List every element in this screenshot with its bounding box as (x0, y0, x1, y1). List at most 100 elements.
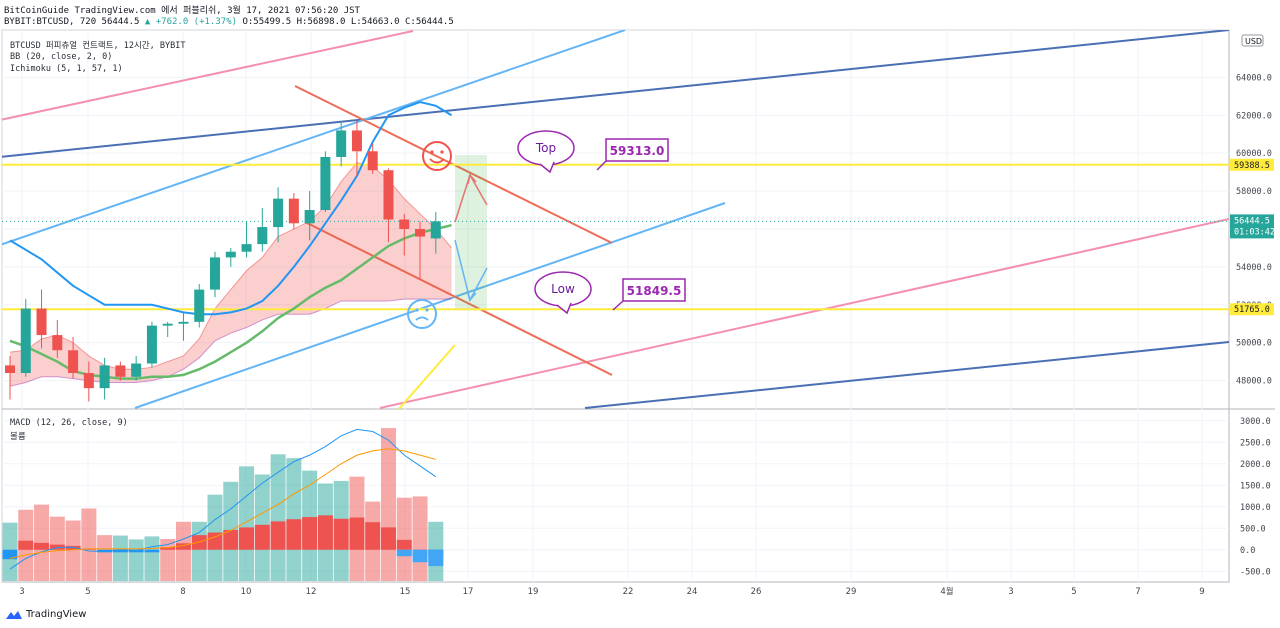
macd-tick-label: 1500.0 (1240, 481, 1271, 491)
candle-up (241, 244, 252, 252)
price-tag (1230, 158, 1274, 171)
date-tick-label: 17 (463, 587, 474, 597)
candle-down (5, 365, 15, 373)
price-tag (1230, 214, 1274, 239)
date-tick-label: 5 (85, 587, 90, 597)
indicator-title[interactable]: BTCUSD 퍼피츄얼 컨트랙트, 12시간, BYBIT (10, 41, 186, 51)
tradingview-brand[interactable]: TradingView (6, 609, 86, 620)
date-tick-label: 15 (400, 587, 411, 597)
brand-label: TradingView (26, 609, 87, 620)
ichimoku-cloud (10, 162, 452, 387)
macd-histogram-bar (223, 529, 239, 550)
red-trendline-lower (304, 221, 613, 376)
date-tick-label: 10 (241, 587, 252, 597)
signal-line (9, 448, 436, 559)
candle-down (83, 372, 94, 389)
pink-trendline-lower (379, 218, 1229, 409)
macd-histogram-bar-negative (428, 549, 444, 567)
symbol-label[interactable]: BYBIT:BTCUSD, 720 (4, 17, 97, 27)
plot-frame (1, 29, 1230, 583)
candle-up (273, 198, 284, 228)
macd-histogram-bar (112, 549, 128, 553)
indicator-macd[interactable]: MACD (12, 26, close, 9) (10, 418, 128, 428)
candle-up (320, 156, 331, 211)
macd-histogram-bar (302, 517, 318, 550)
date-tick-label: 26 (751, 587, 762, 597)
price-change: ▲ +762.0 (+1.37%) (144, 17, 238, 27)
indicator-bb[interactable]: BB (20, close, 2, 0) (10, 52, 113, 62)
tradingview-logo-icon (6, 610, 22, 619)
candle-down (288, 198, 299, 224)
macd-histogram-bar (317, 515, 333, 550)
macd-histogram-bar (207, 532, 223, 550)
macd-tick-label: 1000.0 (1240, 503, 1271, 513)
ichimoku-line (9, 223, 452, 380)
volume-bar (380, 428, 396, 581)
sad-face-icon (407, 299, 437, 329)
volume-bar (270, 454, 286, 581)
price-tick-label: 64000.0 (1236, 73, 1272, 83)
macd-histogram-bar (144, 549, 160, 553)
main-pane: Top Low 59313.0 51849.5 (2, 30, 1229, 409)
lightblue-trendline-lower (134, 202, 726, 409)
candle-down (399, 219, 410, 229)
macd-histogram-bar (239, 527, 255, 550)
price-tag (1230, 303, 1274, 316)
symbol-ohlc-line: BYBIT:BTCUSD, 720 56444.5 ▲ +762.0 (+1.3… (4, 17, 454, 27)
cloud-edge-bottom (9, 298, 452, 387)
candle-down (115, 365, 126, 377)
date-tick-label: 22 (623, 587, 634, 597)
top-target-callout-pointer (596, 160, 607, 171)
macd-histogram-bar (380, 527, 396, 550)
top-bubble: Top (517, 130, 575, 174)
sad-face-eye (425, 308, 429, 312)
candle-up (225, 251, 236, 258)
volume-bar (412, 496, 428, 581)
ohlc-values: O:55499.5 H:56898.0 L:54663.0 C:56444.5 (242, 17, 454, 27)
volume-bar (191, 521, 207, 581)
macd-tick-label: 500.0 (1240, 524, 1266, 534)
top-bubble-label: Top (535, 141, 556, 155)
candle-down (36, 308, 47, 336)
candle-up (146, 325, 157, 364)
publish-info: BitCoinGuide TradingView.com 에서 퍼블리쉬, 3월… (4, 6, 360, 16)
date-tick-label: 3 (1008, 587, 1013, 597)
date-tick-label: 29 (846, 587, 857, 597)
top-target-callout-box (605, 138, 669, 162)
volume-bar (239, 466, 255, 581)
volume-bar (65, 520, 81, 581)
candle-up (178, 321, 189, 324)
date-tick-label: 19 (528, 587, 539, 597)
currency-badge (1241, 34, 1264, 47)
price-tag-value: 56444.5 (1234, 216, 1270, 226)
macd-histogram-bar (396, 539, 412, 550)
macd-histogram-bar (365, 522, 381, 550)
happy-face-mouth (429, 158, 445, 164)
arrow-head-down (466, 290, 477, 302)
candle-up (304, 210, 315, 224)
price-tag-value: 59388.5 (1234, 161, 1270, 171)
date-tick-label: 24 (687, 587, 698, 597)
candle-up (194, 289, 205, 322)
bb-basis-line (9, 100, 453, 316)
date-tick-label: 8 (180, 587, 185, 597)
volume-bar (112, 535, 128, 581)
date-tick-label: 12 (306, 587, 317, 597)
price-tag-countdown: 01:03:42 (1234, 227, 1275, 237)
price-tick-label: 48000.0 (1236, 377, 1272, 387)
macd-histogram-bar (349, 517, 365, 550)
price-tag-value: 51765.0 (1234, 305, 1270, 315)
projection-box (455, 155, 487, 311)
indicator-ichimoku[interactable]: Ichimoku (5, 1, 57, 1) (10, 64, 123, 74)
indicator-volume[interactable]: 볼륨 (10, 432, 26, 442)
candle-up (210, 257, 221, 290)
yellow-trendline (397, 344, 456, 409)
macd-tick-label: 0.0 (1240, 546, 1255, 556)
date-tick-label: 3 (19, 587, 24, 597)
blue-channel-lower (584, 341, 1229, 409)
low-target-callout: 51849.5 (612, 278, 686, 311)
sad-face-outline (407, 299, 437, 329)
top-bubble-tail (539, 161, 555, 174)
low-target-callout-box (622, 278, 686, 302)
